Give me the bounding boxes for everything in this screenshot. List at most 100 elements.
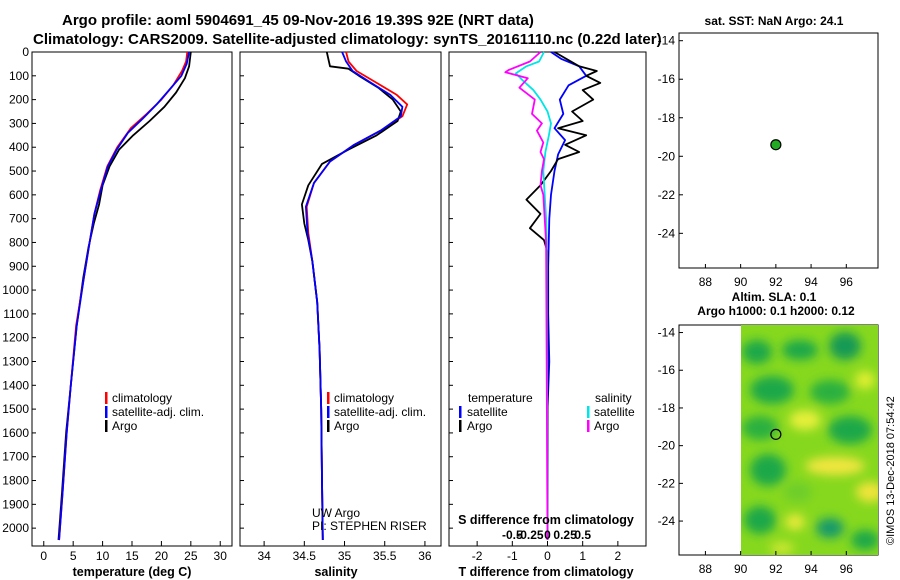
- salinity-xlabel: salinity: [314, 565, 357, 579]
- map-y-tick-label: -14: [658, 34, 676, 48]
- sla-map-ticks: 88 90 92 94 96 -14 -16 -18 -20 -22 -24: [658, 326, 854, 576]
- map-y-tick-label: -22: [658, 188, 676, 202]
- map-x-tick-label: 94: [804, 275, 818, 289]
- map-x-tick-label: 96: [840, 275, 854, 289]
- legend-temperature-header: temperature: [468, 391, 533, 405]
- s-difference-label: S difference from climatology: [458, 513, 634, 527]
- map-y-tick-label: -24: [658, 226, 676, 240]
- depth-tick-label: 2000: [2, 521, 29, 535]
- depth-tick-label: 500: [9, 164, 29, 178]
- series-t-argo: [525, 51, 602, 540]
- x-tick-label: 30: [214, 549, 228, 563]
- map-y-tick-label: -20: [658, 149, 676, 163]
- imos-credit: ©IMOS 13-Dec-2018 07:54:42: [885, 396, 897, 545]
- salinity-legend: climatology satellite-adj. clim. Argo: [327, 391, 426, 433]
- s-difference-ticks: -0.5-0.25 0 0.250.5: [502, 528, 591, 542]
- legend-t-satellite-swatch: [459, 406, 462, 418]
- map-x-tick-label: 88: [699, 562, 713, 576]
- sst-map-title: sat. SST: NaN Argo: 24.1: [705, 14, 844, 28]
- t-difference-x-axis: -2 -1 0 1 2: [472, 541, 622, 563]
- s-tick-label: 0.5: [574, 528, 591, 542]
- legend-s-argo: Argo: [594, 419, 620, 433]
- depth-tick-label: 1000: [2, 283, 29, 297]
- map-x-tick-label: 90: [734, 275, 748, 289]
- temperature-x-axis: 0 5 10 15 20 25 30: [40, 541, 227, 563]
- x-tick-label: 36: [418, 549, 432, 563]
- map-y-tick-label: -14: [658, 326, 676, 340]
- depth-tick-label: 1700: [2, 450, 29, 464]
- legend-salinity-header: salinity: [595, 391, 632, 405]
- map-y-tick-label: -18: [658, 401, 676, 415]
- legend-t-argo-swatch: [459, 420, 462, 432]
- difference-panel: -2 -1 0 1 2 T difference from climatology S …: [448, 51, 647, 579]
- sst-map-ticks: 88 90 92 94 96 -14 -16 -18 -20 -22 -24: [658, 34, 854, 289]
- depth-tick-label: 300: [9, 116, 29, 130]
- series-satellite-adj-clim-: [304, 51, 404, 541]
- legend-s-argo-swatch: [587, 420, 590, 432]
- sla-heatmap: [741, 325, 878, 555]
- temperature-panel: 0100200300400500600700800900100011001200…: [2, 45, 233, 579]
- s-tick-label: 0: [544, 528, 551, 542]
- t-difference-xlabel: T difference from climatology: [458, 565, 633, 579]
- uw-argo-note: UW Argo: [312, 506, 360, 520]
- legend-climatology-swatch: [105, 392, 108, 404]
- legend-satellite: satellite-adj. clim.: [334, 405, 426, 419]
- title-line-2: Climatology: CARS2009. Satellite-adjuste…: [33, 31, 662, 48]
- legend-t-satellite: satellite: [467, 405, 508, 419]
- x-tick-label: -1: [507, 549, 518, 563]
- map-x-tick-label: 92: [769, 562, 783, 576]
- depth-tick-label: 900: [9, 259, 29, 273]
- x-tick-label: 15: [125, 549, 139, 563]
- x-tick-label: 0: [40, 549, 47, 563]
- legend-s-satellite-swatch: [587, 406, 590, 418]
- map-y-tick-label: -20: [658, 439, 676, 453]
- map-y-tick-label: -24: [658, 514, 676, 528]
- salinity-y-ticks: [240, 51, 244, 529]
- depth-tick-label: 1100: [3, 307, 29, 321]
- difference-y-ticks: [449, 51, 453, 529]
- x-tick-label: 1: [579, 549, 586, 563]
- depth-tick-label: 1200: [2, 331, 29, 345]
- salinity-panel: 34 34.5 35 35.5 36 salinity climatology sate…: [239, 51, 442, 579]
- sst-map-axes: [678, 32, 879, 269]
- map-x-tick-label: 92: [769, 275, 783, 289]
- map-y-tick-label: -18: [658, 111, 676, 125]
- depth-tick-label: 0: [22, 45, 29, 59]
- x-tick-label: 2: [615, 549, 622, 563]
- depth-axis: 0 100 200 300 400 500 600 700 800 900 1000 1100 1200…: [2, 45, 36, 535]
- depth-tick-label: 1500: [2, 402, 29, 416]
- map-x-tick-label: 88: [699, 275, 713, 289]
- legend-s-satellite: satellite: [594, 405, 635, 419]
- s-tick-label: 0.25: [553, 528, 577, 542]
- depth-tick-label: 600: [9, 188, 29, 202]
- salinity-axes: [239, 51, 442, 547]
- x-tick-label: 34: [257, 549, 271, 563]
- map-y-tick-label: -22: [658, 476, 676, 490]
- depth-tick-label: 800: [9, 235, 29, 249]
- s-tick-label: -0.5: [502, 528, 523, 542]
- x-tick-label: -2: [472, 549, 483, 563]
- x-tick-label: 34.5: [293, 549, 317, 563]
- title-line-1: Argo profile: aoml 5904691_45 09-Nov-201…: [62, 12, 534, 29]
- series-satellite-adj-clim-: [58, 51, 190, 541]
- sla-map-subtitle: Argo h1000: 0.1 h2000: 0.12: [697, 304, 855, 318]
- legend-argo-swatch: [105, 420, 108, 432]
- depth-tick-label: 1400: [2, 378, 29, 392]
- depth-tick-label: 200: [9, 93, 29, 107]
- s-tick-label: -0.25: [516, 528, 544, 542]
- x-tick-label: 5: [70, 549, 77, 563]
- depth-tick-label: 100: [9, 69, 29, 83]
- legend-satellite-swatch: [105, 406, 108, 418]
- legend-t-argo: Argo: [467, 419, 493, 433]
- depth-tick-label: 1800: [2, 474, 29, 488]
- series-s-satellite: [514, 51, 552, 541]
- x-tick-label: 20: [155, 549, 169, 563]
- legend-satellite: satellite-adj. clim.: [112, 405, 204, 419]
- map-y-tick-label: -16: [658, 363, 676, 377]
- temperature-xlabel: temperature (deg C): [73, 565, 192, 579]
- legend-argo: Argo: [112, 419, 138, 433]
- sla-map-panel: Altim. SLA: 0.1 Argo h1000: 0.1 h2000: 0…: [658, 290, 879, 576]
- sst-map-panel: sat. SST: NaN Argo: 24.1 88 90 92 94 96 -14 -1…: [658, 14, 879, 289]
- map-x-tick-label: 96: [840, 562, 854, 576]
